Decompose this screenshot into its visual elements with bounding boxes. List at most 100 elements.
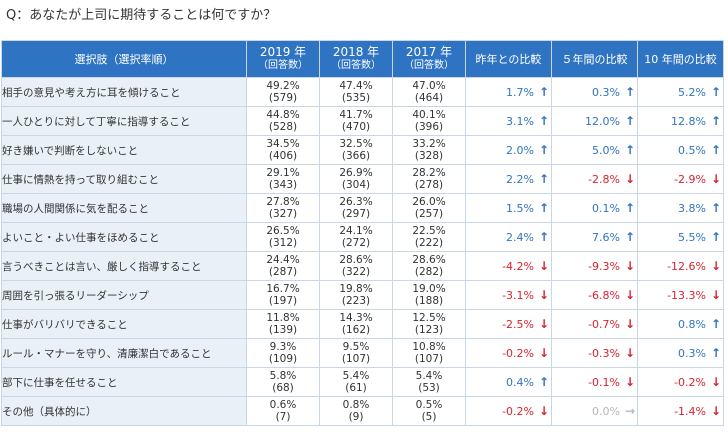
percent-value: 34.5% — [266, 138, 300, 150]
year-cell: 33.2% (328) — [392, 135, 466, 165]
change-value: 0.3% — [678, 346, 706, 360]
year-cell: 26.9% (304) — [319, 164, 393, 194]
year-cell: 26.5% (312) — [246, 222, 320, 252]
year-cell: 5.4% (61) — [319, 367, 393, 397]
percent-value: 14.3% — [339, 312, 373, 324]
year-cell: 0.8% (9) — [319, 396, 393, 426]
compare-cell: 2.2% ↑ — [465, 164, 552, 194]
arrow-up-icon: ↑ — [538, 85, 550, 99]
change-value: 0.1% — [592, 201, 620, 215]
choice-label: 言うべきことは言い、厳しく指導すること — [1, 251, 247, 281]
change-value: 3.1% — [506, 114, 534, 128]
percent-value: 44.8% — [266, 109, 300, 121]
change-value: -0.2% — [502, 346, 534, 360]
year-cell: 47.4% (535) — [319, 77, 393, 107]
change-value: -2.9% — [674, 172, 706, 186]
respondent-count: (297) — [341, 208, 371, 220]
choice-label: 仕事がバリバリできること — [1, 309, 247, 339]
respondent-count: (366) — [341, 150, 371, 162]
table-row: 相手の意見や考え方に耳を傾けること 49.2% (579) 47.4% (535) 47.… — [1, 77, 724, 107]
choice-label: 部下に仕事を任せること — [1, 367, 247, 397]
compare-cell: -1.4% ↓ — [637, 396, 724, 426]
arrow-up-icon: ↑ — [624, 85, 636, 99]
year-cell: 14.3% (162) — [319, 309, 393, 339]
percent-value: 26.9% — [339, 167, 373, 179]
year-cell: 0.5% (5) — [392, 396, 466, 426]
compare-cell: 2.4% ↑ — [465, 222, 552, 252]
compare-cell: -0.3% ↓ — [551, 338, 638, 368]
change-value: 1.5% — [506, 201, 534, 215]
respondent-count: (343) — [268, 179, 298, 191]
change-value: 7.6% — [592, 230, 620, 244]
arrow-up-icon: ↑ — [710, 85, 722, 99]
arrow-up-icon: ↑ — [710, 143, 722, 157]
respondent-count: (464) — [414, 92, 444, 104]
arrow-flat-icon: → — [624, 404, 636, 418]
compare-cell: -3.1% ↓ — [465, 280, 552, 310]
arrow-up-icon: ↑ — [710, 201, 722, 215]
survey-table: 選択肢（選択率順） 2019 年（回答数） 2018 年（回答数） 2017 年… — [1, 40, 724, 426]
percent-value: 26.0% — [412, 196, 446, 208]
change-value: 0.0% — [592, 404, 620, 418]
change-value: 0.3% — [592, 85, 620, 99]
respondent-count: (222) — [414, 237, 444, 249]
year-cell: 28.2% (278) — [392, 164, 466, 194]
change-value: 2.2% — [506, 172, 534, 186]
choice-label: 相手の意見や考え方に耳を傾けること — [1, 77, 247, 107]
change-value: -6.8% — [588, 288, 620, 302]
respondent-count: (528) — [268, 121, 298, 133]
arrow-down-icon: ↓ — [710, 172, 722, 186]
arrow-up-icon: ↑ — [538, 114, 550, 128]
change-value: -9.3% — [588, 259, 620, 273]
respondent-count: (162) — [341, 324, 371, 336]
respondent-count: (278) — [414, 179, 444, 191]
respondent-count: (9) — [348, 411, 364, 423]
year-cell: 10.8% (107) — [392, 338, 466, 368]
compare-cell: 5.5% ↑ — [637, 222, 724, 252]
change-value: -0.7% — [588, 317, 620, 331]
year-cell: 5.4% (53) — [392, 367, 466, 397]
compare-cell: 12.8% ↑ — [637, 106, 724, 136]
header-compare-1y: 昨年との比較 — [465, 40, 552, 78]
year-cell: 24.4% (287) — [246, 251, 320, 281]
respondent-count: (53) — [418, 382, 440, 394]
arrow-up-icon: ↑ — [624, 201, 636, 215]
header-year-2018: 2018 年（回答数） — [319, 40, 393, 78]
year-cell: 40.1% (396) — [392, 106, 466, 136]
percent-value: 0.8% — [342, 399, 370, 411]
percent-value: 5.4% — [415, 370, 443, 382]
compare-cell: 0.3% ↑ — [551, 77, 638, 107]
percent-value: 28.6% — [339, 254, 373, 266]
table-row: よいこと・よい仕事をほめること 26.5% (312) 24.1% (272) 22.5%… — [1, 222, 724, 252]
respondent-count: (257) — [414, 208, 444, 220]
arrow-down-icon: ↓ — [624, 288, 636, 302]
arrow-down-icon: ↓ — [710, 288, 722, 302]
respondent-count: (7) — [275, 411, 291, 423]
change-value: -3.1% — [502, 288, 534, 302]
change-value: 5.0% — [592, 143, 620, 157]
year-cell: 11.8% (139) — [246, 309, 320, 339]
header-year-2017: 2017 年（回答数） — [392, 40, 466, 78]
arrow-up-icon: ↑ — [624, 114, 636, 128]
arrow-up-icon: ↑ — [710, 317, 722, 331]
arrow-up-icon: ↑ — [538, 172, 550, 186]
year-cell: 9.5% (107) — [319, 338, 393, 368]
respondent-count: (223) — [341, 295, 371, 307]
respondent-count: (328) — [414, 150, 444, 162]
arrow-down-icon: ↓ — [710, 259, 722, 273]
year-cell: 16.7% (197) — [246, 280, 320, 310]
percent-value: 22.5% — [412, 225, 446, 237]
change-value: 0.5% — [678, 143, 706, 157]
choice-label: その他（具体的に） — [1, 396, 247, 426]
change-value: -12.6% — [667, 259, 706, 273]
respondent-count: (396) — [414, 121, 444, 133]
arrow-down-icon: ↓ — [624, 375, 636, 389]
respondent-count: (139) — [268, 324, 298, 336]
respondent-count: (272) — [341, 237, 371, 249]
table-row: 一人ひとりに対して丁寧に指導すること 44.8% (528) 41.7% (470) 40… — [1, 106, 724, 136]
compare-cell: -0.2% ↓ — [465, 338, 552, 368]
respondent-count: (322) — [341, 266, 371, 278]
year-cell: 44.8% (528) — [246, 106, 320, 136]
header-year-sub: （回答数） — [258, 60, 308, 71]
compare-cell: 3.8% ↑ — [637, 193, 724, 223]
